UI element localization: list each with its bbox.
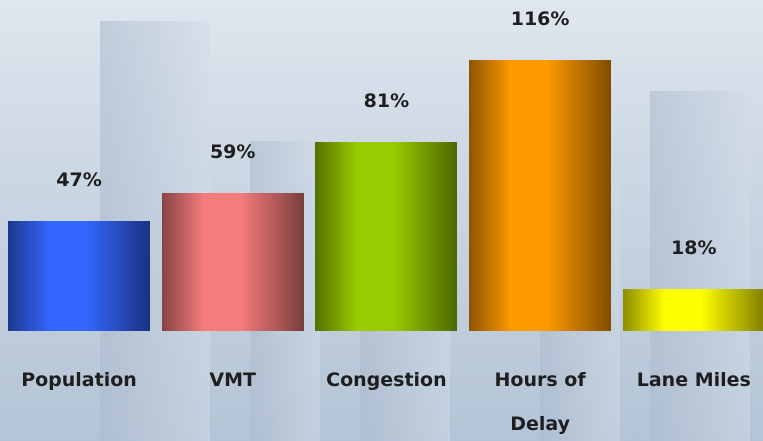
bar <box>315 141 458 331</box>
bar <box>622 288 763 331</box>
value-label: 116% <box>510 8 570 31</box>
category-label: Congestion <box>326 369 447 391</box>
category-label: Hours of Delay <box>494 369 586 435</box>
category-label: Population <box>21 369 137 391</box>
category-label: Lane Miles <box>636 369 751 391</box>
bar <box>8 221 150 331</box>
value-label: 59% <box>209 141 256 164</box>
bar <box>469 60 612 331</box>
value-label: 18% <box>671 236 717 259</box>
background-building <box>650 91 750 441</box>
value-label: 81% <box>363 89 410 112</box>
value-label: 47% <box>56 169 102 192</box>
bar <box>161 193 304 331</box>
category-label: VMT <box>209 369 256 391</box>
